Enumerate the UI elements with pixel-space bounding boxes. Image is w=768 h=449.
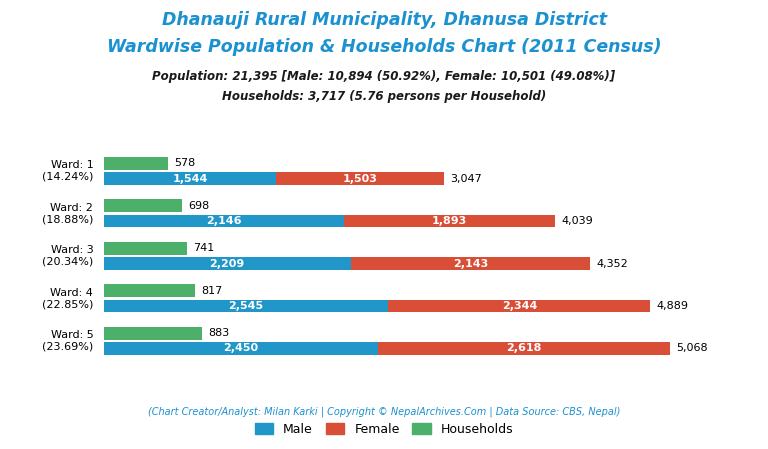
- Legend: Male, Female, Households: Male, Female, Households: [250, 418, 518, 440]
- Bar: [104, 284, 195, 297]
- Text: 2,545: 2,545: [228, 301, 263, 311]
- Text: 817: 817: [201, 286, 223, 296]
- Text: 883: 883: [209, 328, 230, 338]
- Text: 1,503: 1,503: [343, 174, 378, 184]
- Text: 2,209: 2,209: [210, 259, 245, 269]
- Bar: [104, 327, 203, 339]
- Text: (Chart Creator/Analyst: Milan Karki | Copyright © NepalArchives.Com | Data Sourc: (Chart Creator/Analyst: Milan Karki | Co…: [147, 406, 621, 417]
- Bar: [104, 199, 182, 212]
- Bar: [276, 172, 445, 185]
- Text: Dhanauji Rural Municipality, Dhanusa District: Dhanauji Rural Municipality, Dhanusa Dis…: [161, 11, 607, 29]
- Bar: [389, 299, 650, 313]
- Text: 4,039: 4,039: [561, 216, 593, 226]
- Text: 578: 578: [174, 158, 196, 168]
- Text: 2,450: 2,450: [223, 343, 258, 353]
- Text: 1,544: 1,544: [172, 174, 207, 184]
- Bar: [343, 215, 555, 228]
- Text: 2,618: 2,618: [506, 343, 541, 353]
- Text: Population: 21,395 [Male: 10,894 (50.92%), Female: 10,501 (49.08%)]: Population: 21,395 [Male: 10,894 (50.92%…: [152, 70, 616, 83]
- Text: 4,352: 4,352: [597, 259, 628, 269]
- Bar: [104, 157, 168, 170]
- Text: 741: 741: [193, 243, 214, 253]
- Text: 5,068: 5,068: [677, 343, 708, 353]
- Text: 698: 698: [188, 201, 209, 211]
- Bar: [378, 342, 670, 355]
- Text: 2,143: 2,143: [453, 259, 488, 269]
- Bar: [104, 342, 378, 355]
- Bar: [104, 257, 351, 270]
- Bar: [104, 299, 389, 313]
- Text: 2,146: 2,146: [206, 216, 241, 226]
- Bar: [104, 215, 343, 228]
- Text: 2,344: 2,344: [502, 301, 537, 311]
- Text: Households: 3,717 (5.76 persons per Household): Households: 3,717 (5.76 persons per Hous…: [222, 90, 546, 103]
- Bar: [104, 172, 276, 185]
- Text: 1,893: 1,893: [432, 216, 467, 226]
- Bar: [351, 257, 591, 270]
- Text: 4,889: 4,889: [657, 301, 689, 311]
- Text: 3,047: 3,047: [451, 174, 482, 184]
- Bar: [104, 242, 187, 255]
- Text: Wardwise Population & Households Chart (2011 Census): Wardwise Population & Households Chart (…: [107, 38, 661, 56]
